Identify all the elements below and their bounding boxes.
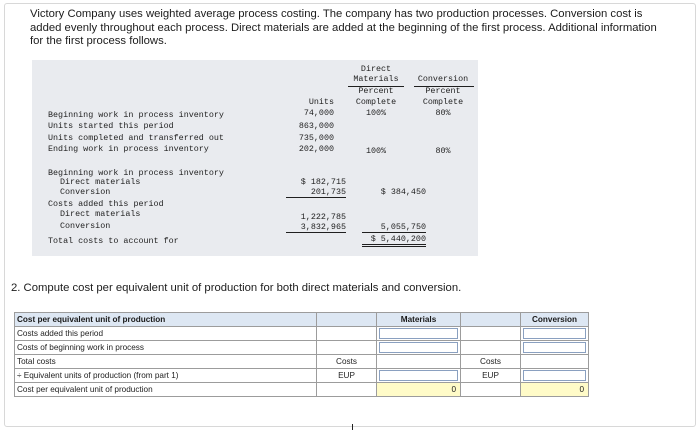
added-conv-label: Conversion (60, 221, 111, 231)
answer-label-eup: ÷ Equivalent units of production (from p… (14, 368, 317, 383)
conversion-bwip-unit[interactable] (460, 340, 521, 355)
conversion-header: Conversion (520, 312, 589, 327)
answer-label-bwip: Costs of beginning work in process (14, 340, 317, 355)
row-ewip-label: Ending work in process inventory (48, 144, 209, 154)
conv-header-2: Percent (425, 86, 461, 96)
problem-intro: Victory Company uses weighted average pr… (30, 8, 657, 47)
answer-label-cpeu: Cost per equivalent unit of production (14, 382, 317, 397)
text-cursor (352, 424, 353, 430)
bwip-conv-cost: 201,735 (286, 187, 346, 198)
materials-bwip-input[interactable] (376, 340, 461, 355)
dm-header-rule (348, 86, 404, 87)
answer-row-bwip: Costs of beginning work in process (14, 340, 589, 355)
answer-header-label: Cost per equivalent unit of production (14, 312, 317, 327)
row-ewip-dm: 100% (365, 146, 387, 156)
answer-row-cpeu: Cost per equivalent unit of production 0… (14, 382, 589, 397)
row-bwip-units: 74,000 (303, 108, 334, 118)
total-cost-label: Total costs to account for (48, 236, 179, 246)
row-completed-units: 735,000 (298, 133, 334, 143)
conversion-total-input[interactable] (520, 354, 589, 369)
conversion-eup-unit: EUP (460, 368, 521, 383)
answer-header-row: Cost per equivalent unit of production M… (14, 312, 589, 327)
conv-header-rule (414, 86, 474, 87)
added-dm-cost: 1,222,785 (300, 212, 346, 222)
dm-header-2: Materials (353, 74, 399, 84)
conv-header-3: Complete (422, 97, 464, 107)
dm-header-4: Complete (355, 97, 397, 107)
conversion-added-input[interactable] (520, 326, 589, 341)
bwip-cost-label: Beginning work in process inventory (48, 168, 224, 178)
bwip-conv-label: Conversion (60, 187, 111, 197)
materials-eup-unit: EUP (316, 368, 377, 383)
bwip-dm-cost: $ 182,715 (300, 177, 346, 187)
added-cost-label: Costs added this period (48, 199, 164, 209)
materials-bwip-unit[interactable] (316, 340, 377, 355)
row-bwip-conv: 80% (435, 108, 451, 118)
dm-header-3: Percent (358, 86, 394, 96)
row-bwip-dm: 100% (365, 108, 387, 118)
row-started-units: 863,000 (298, 121, 334, 131)
materials-header: Materials (376, 312, 461, 327)
materials-cpeu-value: 0 (376, 382, 461, 397)
row-bwip-label: Beginning work in process inventory (48, 110, 224, 120)
conversion-total-unit: Costs (460, 354, 521, 369)
dm-header-1: Direct (360, 64, 392, 74)
bwip-dm-label: Direct materials (60, 177, 141, 187)
question-2: 2. Compute cost per equivalent unit of p… (11, 282, 462, 294)
answer-row-total: Total costs Costs Costs (14, 354, 589, 369)
conversion-eup-input[interactable] (520, 368, 589, 383)
materials-cpeu-unit (316, 382, 377, 397)
materials-eup-input[interactable] (376, 368, 461, 383)
conversion-added-unit[interactable] (460, 326, 521, 341)
row-ewip-conv: 80% (435, 146, 451, 156)
materials-total-input[interactable] (376, 354, 461, 369)
units-header: Units (308, 97, 334, 107)
answer-row-added: Costs added this period (14, 326, 589, 341)
info-table: Direct Materials Percent Complete Conver… (32, 60, 478, 256)
answer-table: Cost per equivalent unit of production M… (14, 312, 589, 397)
answer-label-total: Total costs (14, 354, 317, 369)
answer-row-eup: ÷ Equivalent units of production (from p… (14, 368, 589, 383)
total-cost: $ 5,440,200 (362, 234, 426, 247)
row-started-label: Units started this period (48, 121, 174, 131)
bwip-total-cost: $ 384,450 (380, 187, 426, 197)
answer-label-added: Costs added this period (14, 326, 317, 341)
added-conv-cost: 3,832,965 (286, 222, 346, 233)
materials-added-input[interactable] (376, 326, 461, 341)
materials-added-unit[interactable] (316, 326, 377, 341)
answer-header-gap (316, 312, 377, 327)
conversion-bwip-input[interactable] (520, 340, 589, 355)
conversion-cpeu-unit (460, 382, 521, 397)
conv-header-1: Conversion (417, 74, 469, 84)
materials-total-unit: Costs (316, 354, 377, 369)
added-dm-label: Direct materials (60, 209, 141, 219)
answer-header-gap-2 (460, 312, 521, 327)
added-total-cost: 5,055,750 (362, 222, 426, 233)
row-completed-label: Units completed and transferred out (48, 133, 224, 143)
row-ewip-units: 202,000 (298, 144, 334, 154)
conversion-cpeu-value: 0 (520, 382, 589, 397)
